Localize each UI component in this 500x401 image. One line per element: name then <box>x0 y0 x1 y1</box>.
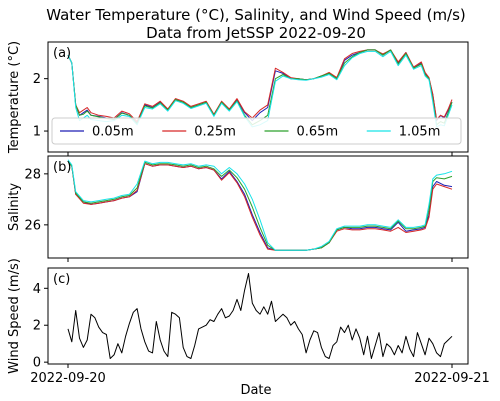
panel-3: 0 2 4 2022-09-20 2022-09-21 (c) Wind Speed (m/… <box>7 258 490 386</box>
y-tick-label: 1 <box>33 125 41 140</box>
y-axis-label: Temperature (°C) <box>7 41 22 154</box>
legend-box <box>51 117 462 145</box>
series-line-1 <box>67 160 453 251</box>
x-tick-label: 2022-09-21 <box>414 371 490 386</box>
y-tick-label: 2 <box>33 72 41 87</box>
legend-entry: 1.05m <box>399 125 441 140</box>
chart-title-line1: Water Temperature (°C), Salinity, and Wi… <box>46 6 466 24</box>
legend-entry: 0.05m <box>92 125 134 140</box>
panel-2: 26 28 (b) Salinity <box>7 155 469 262</box>
panel-1: 1 2 (a) Temperature (°C) 0.05m 0.25m 0.65m 1.05… <box>7 41 469 156</box>
series-group <box>67 49 453 128</box>
y-axis-label: Salinity <box>7 183 22 231</box>
panel-frame <box>47 267 469 365</box>
series-group <box>67 273 453 359</box>
legend: 0.05m 0.25m 0.65m 1.05m <box>51 117 462 145</box>
series-group <box>67 159 453 251</box>
chart-panels: 1 2 (a) Temperature (°C) 0.05m 0.25m 0.65m 1.05… <box>7 41 490 386</box>
series-line-4 <box>67 50 453 128</box>
y-tick-label: 26 <box>24 218 41 233</box>
chart-title-line2: Data from JetSSP 2022-09-20 <box>146 24 366 42</box>
x-axis-label: Date <box>240 383 271 398</box>
panel-label: (a) <box>53 46 71 61</box>
series-line-3 <box>67 160 453 251</box>
y-tick-label: 2 <box>33 319 41 334</box>
y-tick-label: 0 <box>33 356 41 371</box>
y-tick-label: 28 <box>24 167 41 182</box>
series-line-4 <box>67 159 453 251</box>
panel-frame <box>47 41 469 153</box>
panel-label: (b) <box>53 160 71 175</box>
legend-entry: 0.25m <box>194 125 236 140</box>
y-axis-label: Wind Speed (m/s) <box>7 258 22 374</box>
legend-entry: 0.65m <box>297 125 339 140</box>
series-line-1 <box>67 273 453 359</box>
panel-label: (c) <box>53 272 70 287</box>
series-line-2 <box>67 49 453 123</box>
x-tick-label: 2022-09-20 <box>30 371 106 386</box>
y-tick-label: 4 <box>33 282 41 297</box>
panel-frame <box>47 155 469 259</box>
series-line-2 <box>67 160 453 251</box>
